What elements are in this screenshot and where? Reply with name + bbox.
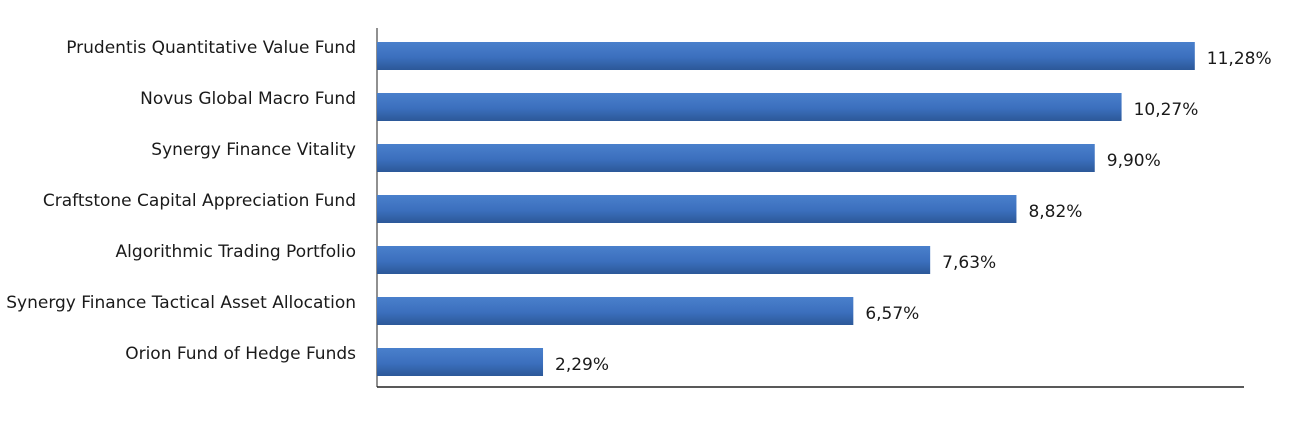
value-label-6: 6,57%	[865, 304, 919, 324]
category-label-2: Novus Global Macro Fund	[140, 89, 356, 109]
value-label-7: 2,29%	[555, 355, 609, 375]
bar-1	[377, 42, 1195, 70]
bar-3	[377, 144, 1095, 172]
bar-7	[377, 348, 544, 376]
category-label-5: Algorithmic Trading Portfolio	[116, 242, 356, 262]
category-label-7: Orion Fund of Hedge Funds	[125, 344, 356, 364]
value-label-5: 7,63%	[942, 253, 996, 273]
category-label-6: Synergy Finance Tactical Asset Allocatio…	[6, 293, 356, 313]
bar-4	[377, 195, 1017, 223]
category-label-4: Craftstone Capital Appreciation Fund	[43, 191, 356, 211]
value-label-1: 11,28%	[1207, 49, 1272, 69]
bars-group: Prudentis Quantitative Value Fund 11,28% N…	[6, 38, 1272, 376]
value-label-3: 9,90%	[1107, 151, 1161, 171]
bar-5	[377, 246, 931, 274]
bar-2	[377, 93, 1122, 121]
value-label-2: 10,27%	[1134, 100, 1199, 120]
bar-6	[377, 297, 854, 325]
category-label-3: Synergy Finance Vitality	[151, 140, 356, 160]
category-label-1: Prudentis Quantitative Value Fund	[66, 38, 356, 58]
value-label-4: 8,82%	[1028, 202, 1082, 222]
